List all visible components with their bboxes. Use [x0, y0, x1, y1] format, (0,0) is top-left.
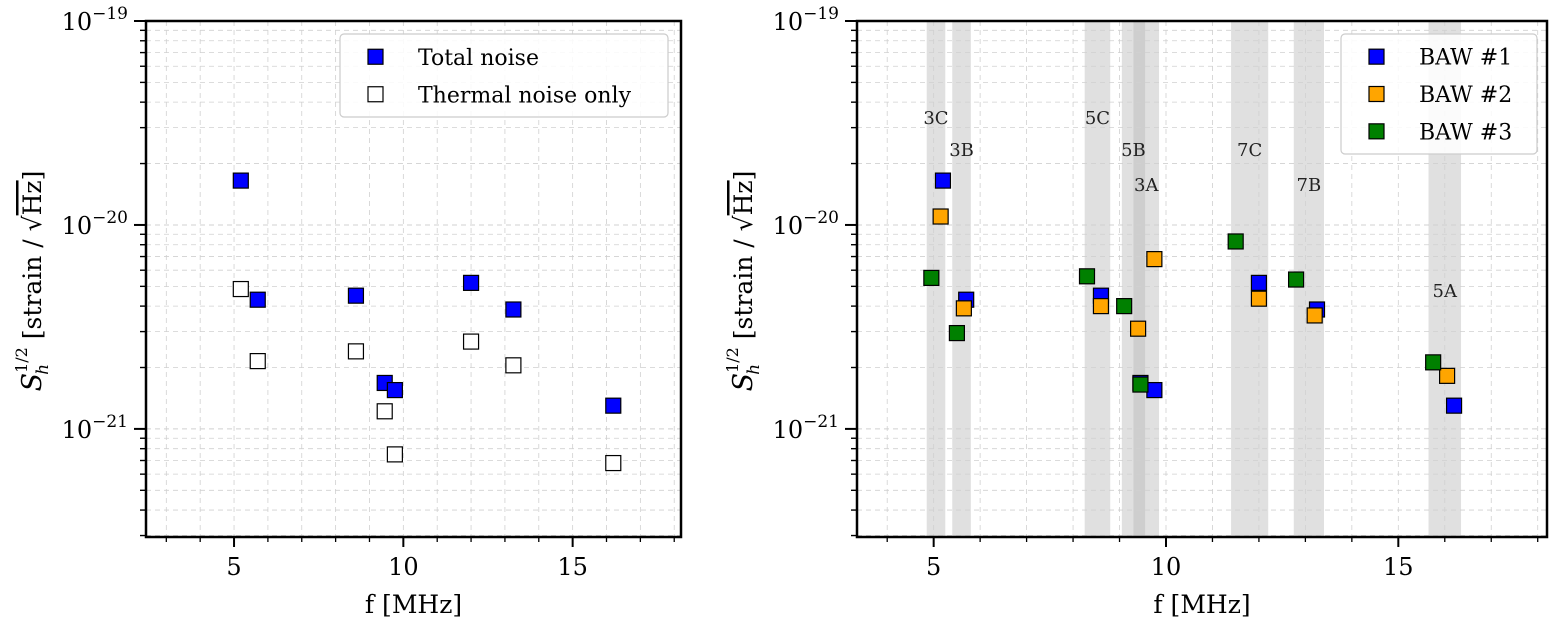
- band-label-3A: 3A: [1134, 175, 1159, 196]
- band-label-5C: 5C: [1085, 108, 1110, 129]
- series-baw-1: [934, 172, 1463, 414]
- legend-label: BAW #3: [1419, 120, 1512, 145]
- legend: BAW #1 BAW #2 BAW #3: [1340, 33, 1538, 155]
- legend-marker: [367, 48, 384, 65]
- data-point: [462, 333, 480, 350]
- band-3A: [1133, 21, 1160, 537]
- data-point: [1078, 268, 1096, 285]
- data-point: [1439, 367, 1456, 384]
- data-point: [923, 269, 940, 287]
- data-point: [505, 301, 522, 318]
- y-tick-label: 10−20: [773, 208, 839, 240]
- data-point: [1116, 298, 1133, 315]
- band-3B: [952, 21, 971, 537]
- band-label-3C: 3C: [923, 108, 948, 129]
- data-point: [1130, 320, 1147, 337]
- data-point: [249, 353, 266, 370]
- legend-label: BAW #2: [1419, 83, 1512, 108]
- legend-marker: [1368, 123, 1385, 140]
- series-thermal-noise-only: [232, 280, 622, 472]
- x-axis-label: f [MHz]: [365, 590, 462, 619]
- y-tick-label: 10−20: [62, 208, 128, 240]
- legend-marker: [1368, 85, 1385, 103]
- data-point: [1132, 376, 1149, 393]
- x-tick-label: 10: [1151, 553, 1182, 581]
- data-point: [232, 280, 249, 298]
- y-tick-label: 10−21: [773, 412, 839, 444]
- data-point: [955, 300, 972, 317]
- legend-marker: [1368, 48, 1385, 65]
- data-point: [386, 381, 403, 399]
- band-label-5B: 5B: [1121, 140, 1146, 161]
- x-tick-label: 15: [1383, 553, 1414, 581]
- data-point: [1445, 397, 1463, 414]
- legend-label: Total noise: [418, 46, 539, 71]
- data-point: [605, 397, 622, 414]
- data-point: [462, 274, 480, 291]
- legend-label: BAW #1: [1419, 46, 1512, 71]
- data-point: [605, 454, 622, 472]
- data-point: [1092, 298, 1110, 315]
- data-point: [1146, 251, 1163, 268]
- band-label-3B: 3B: [949, 140, 974, 161]
- x-tick-label: 10: [388, 553, 419, 581]
- x-tick-label: 15: [557, 553, 588, 581]
- legend-label: Thermal noise only: [418, 83, 632, 108]
- data-point: [1306, 307, 1323, 324]
- y-tick-label: 10−19: [773, 4, 839, 36]
- y-axis-label: Sh1/2 [strain / √Hz]: [12, 171, 53, 392]
- data-point: [232, 172, 249, 189]
- data-point: [376, 403, 393, 420]
- data-point: [934, 172, 952, 189]
- data-point: [505, 357, 522, 374]
- x-axis-label: f [MHz]: [1153, 590, 1250, 619]
- y-tick-label: 10−19: [62, 4, 128, 36]
- legend-box: [339, 33, 669, 118]
- plot-frame: [855, 19, 1549, 539]
- band-label-5A: 5A: [1433, 281, 1458, 302]
- legend-box: [1340, 33, 1538, 155]
- x-tick-label: 5: [926, 553, 941, 581]
- data-point: [1250, 274, 1268, 291]
- x-tick-label: 5: [226, 553, 241, 581]
- series-baw-2: [932, 208, 1456, 384]
- left-chart-panel: 5 10 15 10−19 10−20 10−21 f [MHz] Sh1/2 [strain…: [12, 4, 683, 619]
- data-point: [1146, 381, 1163, 399]
- band-5B: [1121, 21, 1146, 537]
- data-point: [1227, 233, 1244, 250]
- y-tick-label: 10−21: [62, 412, 128, 444]
- legend: Total noise Thermal noise only: [339, 33, 669, 118]
- data-point: [249, 291, 266, 308]
- y-axis-label: Sh1/2 [strain / √Hz]: [723, 171, 764, 392]
- band-label-7B: 7B: [1297, 175, 1322, 196]
- data-point: [386, 446, 403, 463]
- data-point: [347, 343, 365, 360]
- data-point: [347, 287, 365, 304]
- series-total-noise: [232, 172, 622, 414]
- data-point: [948, 324, 965, 342]
- legend-marker: [367, 86, 384, 103]
- plot-frame: [144, 19, 683, 539]
- grid: [857, 21, 1547, 537]
- data-point: [1287, 271, 1305, 288]
- data-point: [932, 208, 949, 225]
- data-point: [1250, 290, 1268, 307]
- data-point: [1425, 354, 1442, 371]
- series-baw-3: [923, 233, 1442, 393]
- band-label-7C: 7C: [1237, 140, 1262, 161]
